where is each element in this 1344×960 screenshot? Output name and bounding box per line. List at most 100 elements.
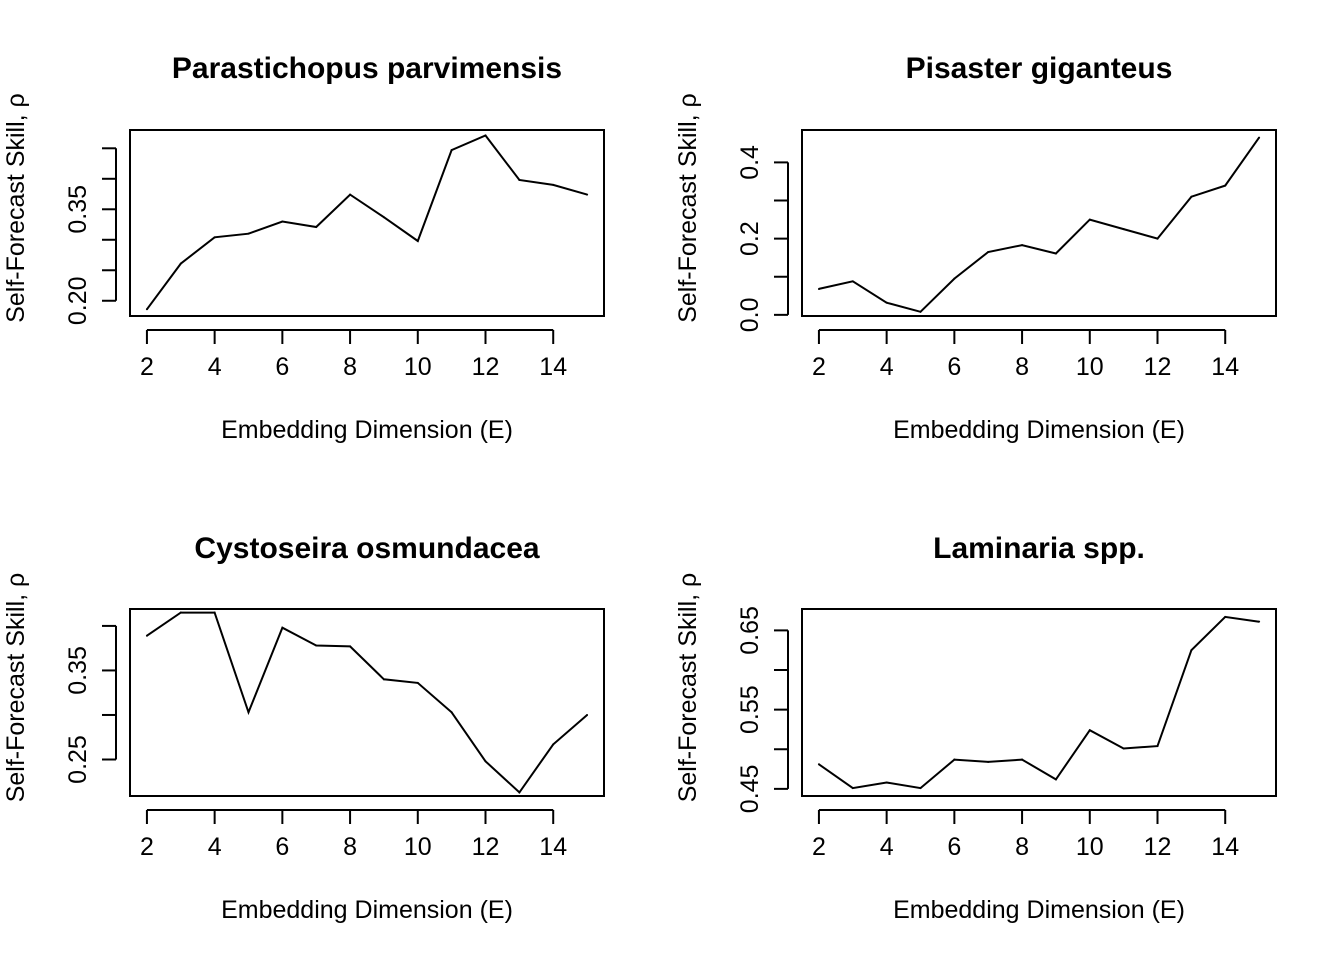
panel-2: Pisaster giganteus 2 4 6 8 10 12 14 0.0 0.2 0.4 Emb… [674, 52, 1277, 444]
data-point [450, 149, 453, 152]
x-tick-label: 8 [343, 353, 357, 381]
y-tick-label: 0.0 [736, 297, 764, 332]
y-tick-label: 0.55 [736, 685, 764, 734]
data-point [851, 280, 854, 283]
data-point [281, 626, 284, 629]
y-axis: 0.25 0.35 [64, 624, 117, 784]
series-line [146, 134, 588, 310]
x-tick-label: 2 [140, 353, 154, 381]
data-point [586, 193, 589, 196]
data-points [817, 136, 1261, 313]
y-tick-label: 0.2 [736, 221, 764, 256]
series-line [818, 137, 1260, 313]
x-tick-label: 14 [539, 353, 567, 381]
data-point [382, 678, 385, 681]
x-tick-label: 12 [472, 833, 500, 861]
data-point [213, 611, 216, 614]
data-point [145, 308, 148, 311]
data-point [1122, 747, 1125, 750]
data-point [315, 225, 318, 228]
plot-frame [801, 608, 1277, 797]
data-point [145, 634, 148, 637]
x-tick-label: 6 [275, 833, 289, 861]
y-tick-label: 0.20 [64, 276, 92, 325]
x-tick-label: 14 [1211, 353, 1239, 381]
x-tick-label: 8 [1015, 353, 1029, 381]
data-point [1224, 184, 1227, 187]
chart-title: Pisaster giganteus [906, 52, 1173, 85]
data-point [885, 301, 888, 304]
data-point [213, 236, 216, 239]
x-tick-label: 2 [140, 833, 154, 861]
x-tick-label: 14 [539, 833, 567, 861]
data-point [1054, 778, 1057, 781]
y-tick-label: 0.35 [64, 185, 92, 234]
x-tick-label: 12 [472, 353, 500, 381]
x-tick-label: 10 [404, 833, 432, 861]
data-point [851, 787, 854, 790]
x-tick-label: 10 [1076, 833, 1104, 861]
y-axis: 0.0 0.2 0.4 [736, 145, 789, 332]
data-point [518, 791, 521, 794]
x-tick-label: 6 [947, 833, 961, 861]
data-point [1190, 649, 1193, 652]
plot-frame [801, 129, 1277, 317]
data-point [953, 758, 956, 761]
data-point [552, 183, 555, 186]
data-point [349, 645, 352, 648]
series-line [146, 611, 588, 794]
data-point [484, 760, 487, 763]
data-point [1088, 218, 1091, 221]
x-tick-label: 2 [812, 833, 826, 861]
panel-3: Cystoseira osmundacea 2 4 6 8 10 12 14 0.25 0.35 E… [2, 532, 605, 924]
data-point [1258, 620, 1261, 623]
data-point [586, 713, 589, 716]
x-axis-label: Embedding Dimension (E) [893, 416, 1185, 444]
data-points [145, 611, 589, 794]
y-axis-label: Self-Forecast Skill, ρ [674, 93, 702, 323]
data-point [1122, 228, 1125, 231]
y-axis: 0.20 0.35 [64, 147, 117, 325]
data-point [1258, 136, 1261, 139]
data-point [919, 310, 922, 313]
x-axis: 2 4 6 8 10 12 14 [812, 809, 1239, 861]
x-tick-label: 6 [275, 353, 289, 381]
data-point [247, 711, 250, 714]
y-tick-label: 0.45 [736, 765, 764, 814]
data-point [450, 711, 453, 714]
data-point [179, 611, 182, 614]
data-point [247, 232, 250, 235]
x-tick-label: 4 [880, 353, 894, 381]
y-axis-label: Self-Forecast Skill, ρ [2, 573, 30, 803]
data-point [987, 250, 990, 253]
x-tick-label: 4 [880, 833, 894, 861]
data-point [1088, 729, 1091, 732]
x-tick-label: 4 [208, 353, 222, 381]
data-point [953, 277, 956, 280]
data-points [817, 615, 1261, 790]
y-tick-label: 0.4 [736, 145, 764, 180]
data-point [1224, 615, 1227, 618]
x-tick-label: 2 [812, 353, 826, 381]
x-axis-label: Embedding Dimension (E) [221, 896, 513, 924]
plot-frame [129, 608, 605, 797]
data-point [919, 787, 922, 790]
x-tick-label: 12 [1144, 833, 1172, 861]
data-point [1156, 237, 1159, 240]
data-point [817, 287, 820, 290]
series-line [818, 615, 1260, 790]
chart-title: Laminaria spp. [933, 532, 1145, 565]
x-tick-label: 8 [343, 833, 357, 861]
y-axis: 0.45 0.55 0.65 [736, 606, 789, 814]
data-point [281, 220, 284, 223]
y-tick-label: 0.25 [64, 735, 92, 784]
chart-title: Parastichopus parvimensis [172, 52, 562, 85]
x-tick-label: 10 [404, 353, 432, 381]
x-tick-label: 6 [947, 353, 961, 381]
data-point [382, 216, 385, 219]
data-point [885, 781, 888, 784]
data-point [552, 743, 555, 746]
x-axis: 2 4 6 8 10 12 14 [812, 329, 1239, 381]
